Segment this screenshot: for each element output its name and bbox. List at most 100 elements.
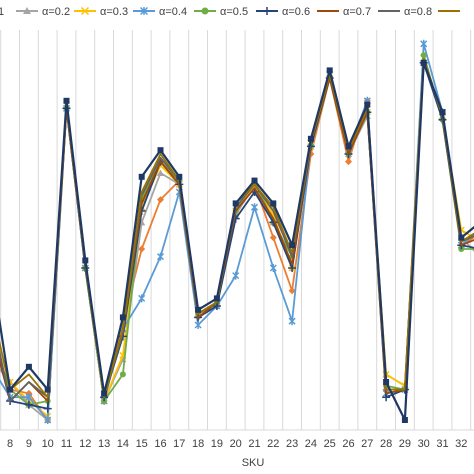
legend-marker <box>263 7 271 15</box>
series-line <box>0 54 474 406</box>
legend-item: α=0.2 <box>16 6 70 18</box>
legend-marker <box>80 6 90 16</box>
legend-label: α=0.5 <box>220 6 248 18</box>
data-point <box>382 393 391 402</box>
data-point <box>194 321 202 329</box>
legend-label: α=0.7 <box>343 6 371 18</box>
series-line <box>0 61 474 421</box>
data-point <box>119 371 126 378</box>
data-point <box>7 386 14 393</box>
legend-item: 1 <box>0 6 4 18</box>
data-point <box>138 294 146 303</box>
series-line <box>0 61 474 418</box>
data-point <box>25 363 32 370</box>
data-point <box>119 314 126 321</box>
legend-marker <box>139 6 149 16</box>
legend-label: α=0.3 <box>100 6 128 18</box>
x-tick-label: 31 <box>436 438 448 450</box>
vertical-gridlines <box>0 30 474 431</box>
x-axis-label: SKU <box>242 457 265 469</box>
x-tick-label: 29 <box>399 438 411 450</box>
x-tick-label: 11 <box>61 438 72 450</box>
series-2 <box>0 59 474 423</box>
data-point <box>270 200 277 207</box>
legend-item: α=0.8 <box>378 6 432 18</box>
data-point <box>157 147 164 154</box>
data-point <box>345 143 352 150</box>
data-point <box>156 252 165 261</box>
data-point <box>288 287 296 295</box>
legend-label: α=0.6 <box>282 6 310 18</box>
data-point <box>25 393 33 402</box>
data-point <box>232 271 240 280</box>
data-point <box>176 173 183 180</box>
data-point <box>269 234 277 242</box>
legend-item: α=0.3 <box>74 6 128 18</box>
series-line <box>0 54 474 421</box>
series-7 <box>0 58 474 402</box>
legend-marker <box>201 7 209 15</box>
data-point <box>345 158 352 166</box>
data-point <box>157 196 164 204</box>
x-tick-label: 20 <box>230 438 242 450</box>
x-tick-label: 26 <box>342 438 354 450</box>
x-tick-label: 21 <box>248 438 260 450</box>
data-point <box>289 242 296 249</box>
data-point <box>364 101 371 108</box>
data-point <box>420 52 427 59</box>
series-line <box>0 58 474 402</box>
legend-label: α=0.4 <box>159 6 187 18</box>
x-tick-label: 27 <box>361 438 373 450</box>
data-point <box>288 317 296 326</box>
data-point <box>383 379 390 385</box>
series-4 <box>0 39 474 424</box>
data-point <box>138 245 146 253</box>
x-tick-label: 28 <box>380 438 392 450</box>
data-point <box>458 234 465 241</box>
legend-item: α=0.7 <box>317 6 371 18</box>
legend-marker <box>23 7 31 14</box>
x-tick-label: 18 <box>192 438 204 450</box>
series-3 <box>0 59 474 420</box>
series-1 <box>0 51 474 424</box>
series-line <box>0 58 474 399</box>
legend-label: 1 <box>0 6 4 18</box>
data-point <box>269 264 277 272</box>
series-line <box>0 42 474 421</box>
x-tick-label: 19 <box>211 438 223 450</box>
legend-item: α=0.6 <box>256 6 310 18</box>
x-tick-labels: 8 9 10 11 12 13 14 15 16 17 18 19 20 21 22 23 24 25 26 27 28… <box>7 438 474 450</box>
series-line <box>0 61 474 422</box>
data-point <box>195 306 202 313</box>
x-tick-label: 8 <box>7 438 13 450</box>
data-point <box>157 169 164 176</box>
series-line <box>0 61 474 410</box>
series-9 <box>0 58 474 399</box>
series-8 <box>0 58 474 402</box>
x-tick-label: 12 <box>79 438 91 450</box>
legend-item: α=0.5 <box>194 6 248 18</box>
data-point <box>439 109 446 116</box>
data-point <box>251 177 258 184</box>
data-point <box>63 97 70 104</box>
x-tick-label: 10 <box>42 438 54 450</box>
x-tick-label: 23 <box>286 438 298 450</box>
data-point <box>101 390 108 397</box>
data-point <box>44 386 51 393</box>
data-point <box>420 59 427 66</box>
x-tick-label: 32 <box>455 438 467 450</box>
data-point <box>232 200 239 207</box>
legend-item: α=0.4 <box>133 6 187 18</box>
x-tick-label: 16 <box>154 438 166 450</box>
series-6 <box>0 58 474 413</box>
data-point <box>43 404 52 413</box>
x-tick-label: 24 <box>305 438 317 450</box>
data-point <box>44 416 52 424</box>
data-point <box>420 39 428 48</box>
data-point <box>326 67 333 74</box>
series-lines <box>0 39 474 424</box>
data-point <box>24 400 33 409</box>
data-point <box>138 173 145 180</box>
legend-label: α=0.2 <box>42 6 70 18</box>
